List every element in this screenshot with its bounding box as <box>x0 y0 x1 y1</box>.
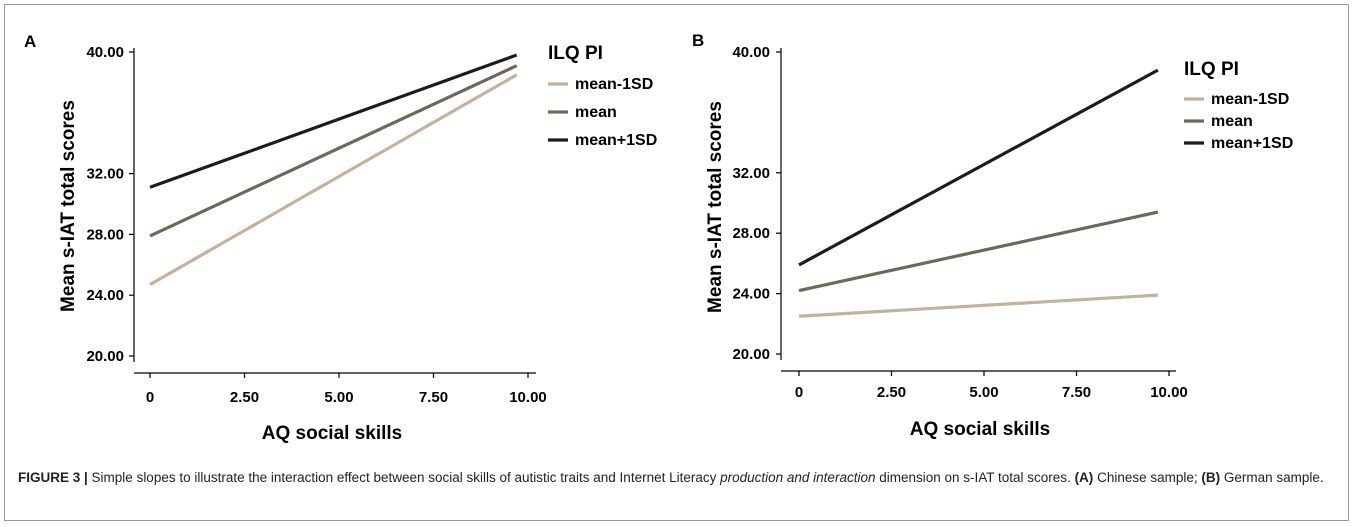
caption-label: FIGURE 3 | <box>18 470 88 485</box>
legend-label: mean-1SD <box>1211 91 1289 108</box>
x-tick-label: 5.00 <box>324 389 353 406</box>
figure-frame <box>4 4 1349 521</box>
x-tick-label: 7.50 <box>419 389 448 406</box>
legend-label: mean-1SD <box>575 76 653 93</box>
series-line-meanplus1SD <box>149 53 518 189</box>
y-tick-label: 24.00 <box>732 286 770 303</box>
y-tick-label: 20.00 <box>86 348 124 365</box>
y-tick-label: 24.00 <box>86 287 124 304</box>
legend-label: mean <box>575 104 617 121</box>
y-tick-label: 28.00 <box>732 225 770 242</box>
x-axis-title: AQ social skills <box>910 419 1050 440</box>
y-tick-label: 40.00 <box>86 44 124 61</box>
caption-bold-a: (A) <box>1074 470 1094 485</box>
caption-text-2: dimension on s-IAT total scores. <box>875 470 1075 485</box>
legend-label: mean <box>1211 113 1253 130</box>
y-axis-title: Mean s-IAT total scores <box>705 101 726 313</box>
caption-text-1: Simple slopes to illustrate the interact… <box>87 470 721 485</box>
y-tick-label: 40.00 <box>732 44 770 61</box>
x-axis-title: AQ social skills <box>262 423 402 444</box>
caption-text-3: Chinese sample; <box>1093 470 1202 485</box>
legend-label: mean+1SD <box>575 132 657 149</box>
caption-text-4: German sample. <box>1220 470 1324 485</box>
x-tick-label: 0 <box>146 389 154 406</box>
y-tick-label: 32.00 <box>732 165 770 182</box>
y-tick-label: 20.00 <box>732 346 770 363</box>
legend-title: ILQ PI <box>1184 59 1239 80</box>
x-tick-label: 2.50 <box>877 384 906 401</box>
x-tick-label: 5.00 <box>969 384 998 401</box>
series-line-meanminus1SD <box>149 73 518 286</box>
legend-label: mean+1SD <box>1211 135 1293 152</box>
x-tick-label: 7.50 <box>1062 384 1091 401</box>
y-tick-label: 32.00 <box>86 166 124 183</box>
caption-bold-b: (B) <box>1201 470 1221 485</box>
panel-a: A 20.00 24.00 28.00 32.00 40.00 0 2.50 5.00 7.50 1… <box>24 32 657 444</box>
series-line-mean <box>149 64 518 238</box>
x-tick-label: 0 <box>795 384 803 401</box>
panel-label: A <box>24 32 36 51</box>
y-tick-label: 28.00 <box>86 226 124 243</box>
caption-italic: production and interaction <box>720 470 876 485</box>
series-line-mean <box>798 210 1159 293</box>
y-axis-title: Mean s-IAT total scores <box>58 100 79 312</box>
figure-caption: FIGURE 3 | Simple slopes to illustrate t… <box>18 468 1338 488</box>
x-tick-label: 10.00 <box>509 389 547 406</box>
x-tick-label: 10.00 <box>1150 384 1188 401</box>
series-line-meanminus1SD <box>798 293 1158 318</box>
series-line-meanplus1SD <box>798 68 1159 267</box>
panel-label: B <box>692 31 704 50</box>
x-tick-label: 2.50 <box>230 389 259 406</box>
panel-b: B 20.00 24.00 28.00 32.00 40.00 0 2.50 5.00 7.50 1… <box>692 31 1293 440</box>
legend-title: ILQ PI <box>548 43 603 64</box>
